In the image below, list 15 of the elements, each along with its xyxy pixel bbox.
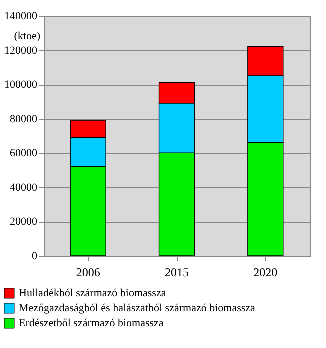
y-tick-label: 80000 xyxy=(10,113,38,126)
legend-label: Hulladékból származó biomassza xyxy=(19,288,166,300)
y-tick-label: 40000 xyxy=(10,182,38,194)
x-tick-label: 2015 xyxy=(165,266,189,280)
y-axis-title: (ktoe) xyxy=(14,30,41,42)
y-tick-label: 60000 xyxy=(10,148,38,160)
legend-label: Erdészetből származó biomassza xyxy=(19,318,164,330)
y-tick-label: 140000 xyxy=(4,10,38,22)
y-tick-label: 0 xyxy=(32,250,38,262)
y-tick-label: 120000 xyxy=(4,44,38,57)
legend-label: Mezőgazdaságból és halászatból származó biomassza xyxy=(19,302,256,314)
x-tick-label: 2020 xyxy=(254,266,278,280)
y-tick-label: 20000 xyxy=(10,216,38,228)
x-tick-label: 2006 xyxy=(76,266,100,280)
y-tick-label: 100000 xyxy=(4,79,38,92)
